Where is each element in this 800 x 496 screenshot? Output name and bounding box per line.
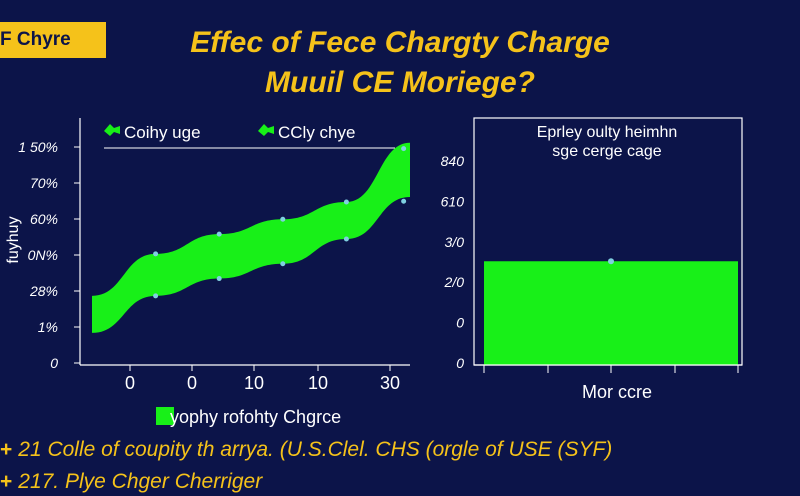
title-line-1: Effec of Fece Chargty Charge [190, 26, 610, 59]
series-marker-upper [216, 231, 222, 237]
series-marker-lower [280, 261, 286, 267]
right-y-tick-label: 610 [441, 193, 465, 209]
area-series [92, 142, 410, 333]
right-y-tick-label: 0 [456, 315, 464, 331]
bar-marker [608, 258, 614, 265]
title-line-2: Muuil CE Moriege? [265, 66, 535, 99]
left-x-tick-label: 10 [308, 373, 328, 393]
left-x-tick-label: 10 [244, 373, 264, 393]
left-y-tick-label: 60% [30, 211, 58, 227]
right-y-tick-label: 840 [441, 153, 465, 169]
series-marker-upper [343, 199, 349, 205]
series-marker-lower [343, 236, 349, 242]
left-y-tick-label: 1% [38, 319, 58, 335]
legend-label-1: Coihy uge [124, 123, 201, 142]
left-y-tick-label: 28% [29, 283, 58, 299]
footnote-text: 217. Plye Chger Cherriger [18, 470, 263, 493]
footnote-text: 21 Colle of coupity th arrya. (U.S.Clel.… [18, 438, 613, 461]
right-chart: Eprley oulty heimhn sge cerge cage 840 61… [441, 117, 743, 402]
left-y-tick-label: 0N% [28, 247, 58, 263]
series-marker-lower [401, 198, 407, 204]
xlabel-swatch [156, 407, 174, 425]
bar [484, 261, 738, 365]
series-marker-lower [216, 276, 222, 282]
footnote-mark: + [0, 470, 13, 493]
right-x-axis-label: Mor ccre [582, 382, 652, 402]
left-x-tick-label: 30 [380, 373, 400, 393]
footnote-1: +21 Colle of coupity th arrya. (U.S.Clel… [0, 438, 612, 462]
right-chart-title-1: Eprley oulty heimhn [537, 124, 678, 141]
legend-item-2: CCly chye [258, 123, 355, 142]
corner-badge: F Chyre [0, 22, 106, 58]
left-y-axis-label: fuyhuy [5, 216, 22, 263]
legend-label-2: CCly chye [278, 123, 355, 142]
left-x-axis-label: yophy rofohty Chgrce [170, 407, 341, 427]
legend-star-icon [258, 124, 274, 136]
left-chart: 1 50%70%60%0N%28%1%0 0 0 10 10 30 Coihy uge … [5, 118, 410, 427]
footnote-mark: + [0, 438, 13, 461]
right-chart-title-2: sge cerge cage [552, 143, 662, 160]
legend-item-1: Coihy uge [104, 123, 201, 142]
left-y-tick-label: 70% [30, 175, 58, 191]
footnote-2: +217. Plye Chger Cherriger [0, 470, 262, 494]
right-y-tick-label: 0 [456, 355, 464, 371]
series-marker-upper [401, 146, 407, 152]
series-marker-lower [153, 293, 159, 299]
left-y-tick-label: 1 50% [18, 139, 58, 155]
right-y-tick-label: 2/0 [444, 274, 465, 290]
left-y-tick-label: 0 [50, 355, 58, 371]
right-y-tick-label: 3/0 [445, 234, 465, 250]
series-marker-upper [280, 216, 286, 222]
legend-star-icon [104, 124, 120, 136]
series-marker-upper [153, 251, 159, 257]
left-x-tick-label: 0 [187, 373, 197, 393]
left-x-tick-label: 0 [125, 373, 135, 393]
